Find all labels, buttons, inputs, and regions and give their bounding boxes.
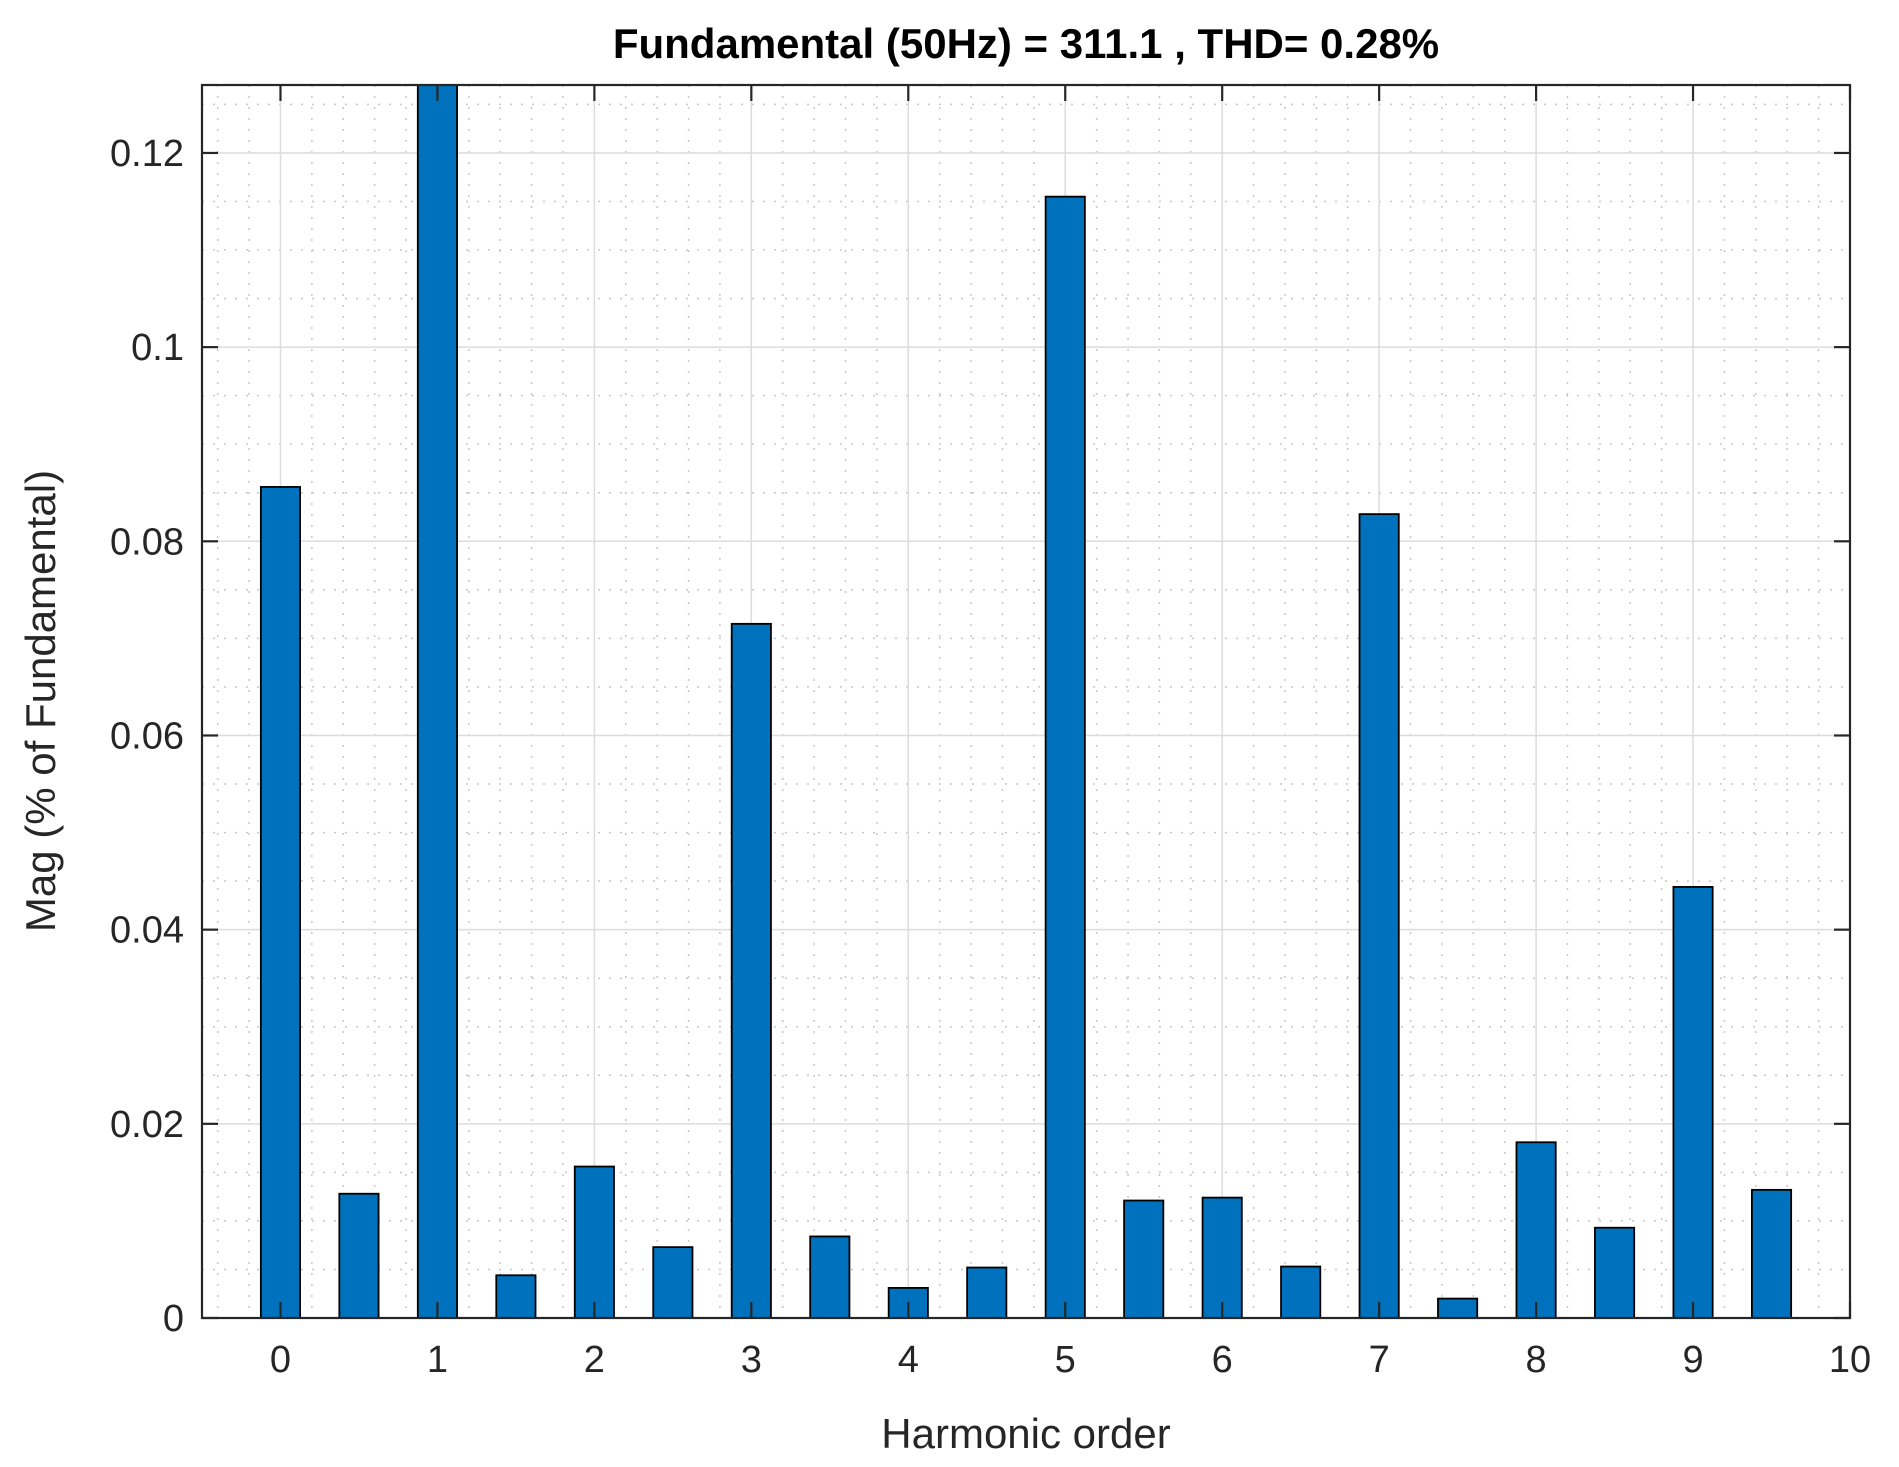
x-tick-label: 10 (1829, 1339, 1871, 1381)
bar (338, 1192, 380, 1319)
tick-marks (202, 85, 1852, 1320)
bar (966, 1266, 1008, 1319)
x-tick-label: 0 (270, 1339, 291, 1381)
plot-background (202, 85, 1850, 1318)
y-tick-label: 0.04 (110, 910, 184, 952)
bar (1515, 1141, 1557, 1319)
bar (730, 622, 772, 1319)
y-tick-label: 0.12 (110, 133, 184, 175)
x-tick-label: 6 (1212, 1339, 1233, 1381)
bar (652, 1246, 694, 1319)
bar (1358, 513, 1400, 1319)
bar (1751, 1188, 1793, 1319)
bar (1437, 1297, 1479, 1319)
bar (1123, 1199, 1165, 1319)
bar (809, 1235, 851, 1319)
bar (1201, 1196, 1243, 1319)
plot-frame (200, 83, 1852, 1320)
x-tick-label: 5 (1055, 1339, 1076, 1381)
bar (416, 84, 458, 1319)
y-tick-labels: 0 0.02 0.04 0.06 0.08 0.1 0.12 (110, 133, 184, 1340)
x-tick-label: 4 (898, 1339, 919, 1381)
y-tick-label: 0.1 (131, 327, 184, 369)
bar (573, 1165, 615, 1319)
x-tick-label: 7 (1369, 1339, 1390, 1381)
x-tick-label: 2 (584, 1339, 605, 1381)
bar (259, 486, 301, 1319)
x-tick-labels: 0 1 2 3 4 5 6 7 8 9 10 (270, 1339, 1871, 1381)
y-tick-label: 0 (163, 1298, 184, 1340)
y-tick-label: 0.06 (110, 715, 184, 757)
x-tick-label: 8 (1526, 1339, 1547, 1381)
x-tick-label: 9 (1682, 1339, 1703, 1381)
y-tick-label: 0.02 (110, 1104, 184, 1146)
x-tick-label: 1 (427, 1339, 448, 1381)
minor-grid (202, 85, 1850, 1318)
bar (1280, 1265, 1322, 1319)
bar (1044, 195, 1086, 1319)
y-axis-label: Mag (% of Fundamental) (17, 470, 64, 932)
bar (495, 1274, 537, 1319)
bar (1594, 1226, 1636, 1319)
x-axis-label: Harmonic order (881, 1410, 1170, 1457)
x-tick-label: 3 (741, 1339, 762, 1381)
bar (1672, 886, 1714, 1319)
y-tick-label: 0.08 (110, 521, 184, 563)
bars (259, 84, 1793, 1319)
chart-title: Fundamental (50Hz) = 311.1 , THD= 0.28% (613, 20, 1439, 67)
